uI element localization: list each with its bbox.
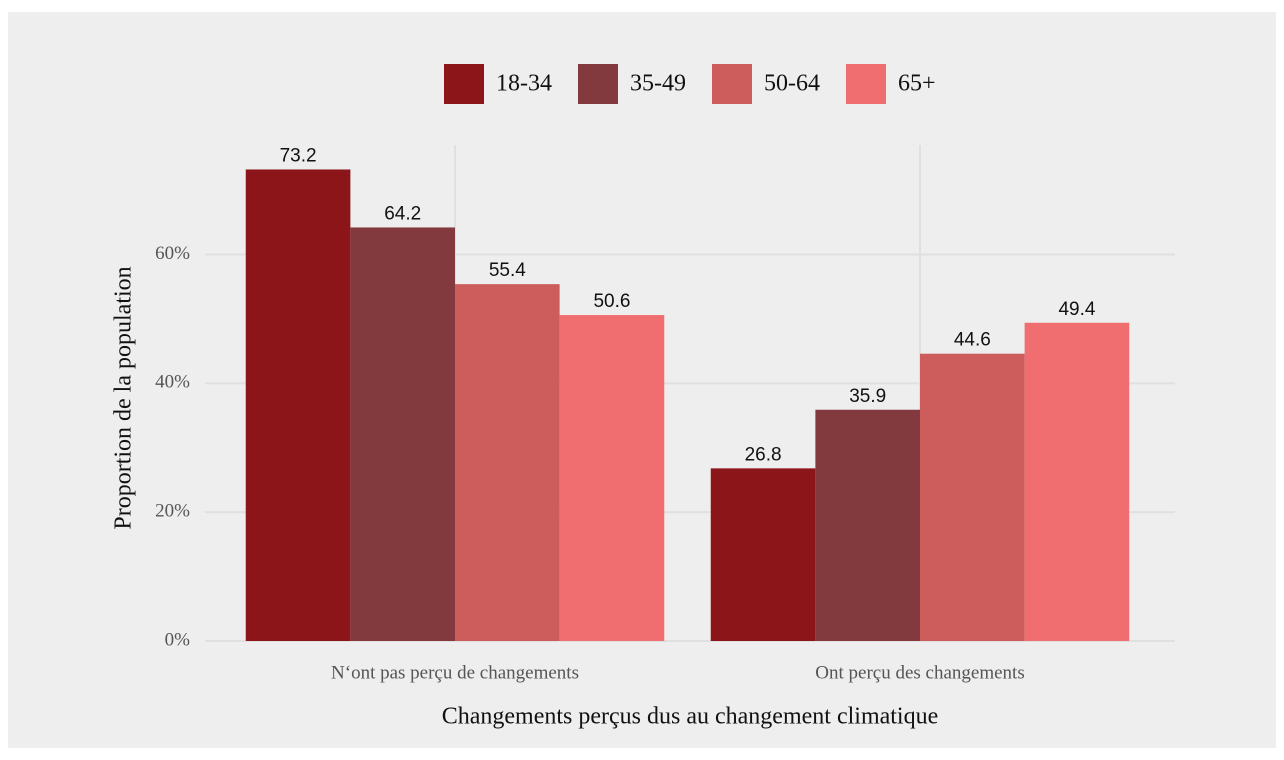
bar: [815, 409, 920, 641]
y-tick-label: 60%: [155, 243, 190, 264]
bar: [920, 353, 1025, 641]
legend-swatch: [444, 64, 484, 104]
bar: [1024, 322, 1130, 641]
bar: [455, 284, 560, 641]
legend-swatch: [712, 64, 752, 104]
y-axis-title: Proportion de la population: [111, 266, 137, 529]
value-label: 50.6: [593, 291, 630, 312]
bar: [710, 468, 816, 641]
bar: [559, 315, 665, 641]
y-tick-label: 40%: [155, 372, 190, 393]
bar: [245, 169, 351, 642]
value-label: 35.9: [849, 386, 886, 407]
legend-swatch: [578, 64, 618, 104]
value-label: 49.4: [1058, 299, 1095, 320]
legend-label: 50-64: [764, 71, 820, 97]
value-label: 44.6: [954, 330, 991, 351]
x-axis-title: Changements perçus dus au changement cli…: [442, 704, 939, 730]
value-label: 73.2: [280, 145, 317, 166]
legend-label: 65+: [898, 71, 936, 97]
legend-swatch: [846, 64, 886, 104]
x-tick-label: Ont perçu des changements: [815, 662, 1024, 683]
legend-label: 35-49: [630, 71, 686, 97]
legend-label: 18-34: [496, 71, 552, 97]
value-label: 55.4: [489, 260, 526, 281]
y-tick-label: 0%: [165, 629, 191, 650]
value-label: 64.2: [384, 203, 421, 224]
y-tick-label: 20%: [155, 501, 190, 522]
bar: [350, 227, 455, 641]
x-tick-label: N‘ont pas perçu de changements: [331, 662, 579, 683]
value-label: 26.8: [745, 444, 782, 465]
